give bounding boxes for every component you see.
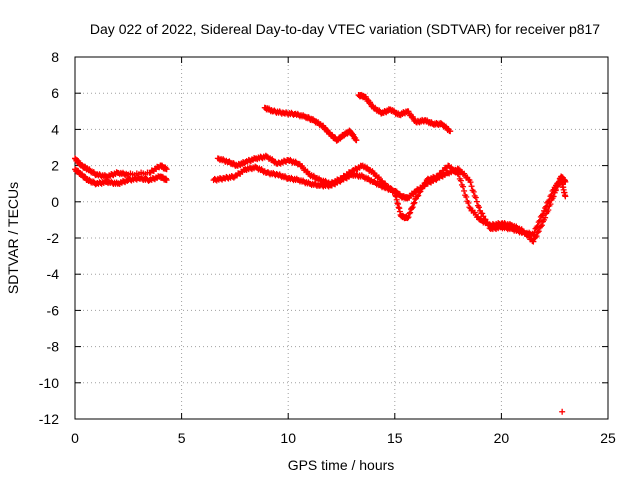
data-point — [479, 210, 486, 217]
data-point — [457, 177, 464, 184]
data-point — [532, 234, 539, 241]
data-point — [536, 217, 543, 224]
data-point — [163, 177, 170, 184]
chart-title: Day 022 of 2022, Sidereal Day-to-day VTE… — [90, 21, 600, 37]
data-point — [470, 188, 477, 195]
data-point — [473, 198, 480, 205]
data-point — [550, 193, 557, 200]
data-points — [72, 91, 569, 415]
data-point — [463, 193, 470, 200]
data-point — [405, 214, 412, 221]
data-point — [419, 184, 426, 191]
data-point — [421, 180, 428, 187]
data-point — [562, 193, 569, 200]
data-point — [461, 187, 468, 194]
data-point — [476, 204, 483, 211]
data-point — [411, 199, 418, 206]
y-tick-label: -6 — [47, 302, 60, 318]
y-tick-labels: -12 -10 -8 -6 -4 -2 0 2 4 6 8 — [39, 49, 59, 427]
data-point — [468, 183, 475, 190]
data-point — [416, 189, 423, 196]
y-tick-label: 8 — [51, 49, 59, 65]
x-tick-label: 15 — [387, 430, 403, 446]
data-point — [547, 201, 554, 208]
data-point — [406, 210, 413, 217]
data-point-outlier — [559, 408, 566, 415]
data-point — [534, 229, 541, 236]
data-point — [465, 199, 472, 206]
data-point — [415, 192, 422, 199]
data-point — [543, 203, 550, 210]
data-point — [460, 183, 467, 190]
data-point — [404, 215, 411, 222]
x-tick-labels: 0 5 10 15 20 25 — [71, 430, 616, 446]
y-axis-label: SDTVAR / TECUs — [5, 182, 21, 294]
x-tick-label: 10 — [280, 430, 296, 446]
x-tick-label: 5 — [178, 430, 186, 446]
y-tick-label: -8 — [47, 339, 60, 355]
y-tick-label: -4 — [47, 266, 60, 282]
data-point — [409, 204, 416, 211]
x-axis-label: GPS time / hours — [288, 457, 395, 473]
data-point — [414, 193, 421, 200]
data-point — [542, 214, 549, 221]
y-tick-label: 4 — [51, 121, 59, 137]
x-tick-label: 0 — [71, 430, 79, 446]
data-point — [538, 222, 545, 229]
data-point — [562, 178, 569, 185]
data-point — [466, 204, 473, 211]
data-point — [408, 205, 415, 212]
y-tick-label: -10 — [39, 375, 59, 391]
data-point — [530, 238, 537, 245]
data-point — [472, 194, 479, 201]
y-tick-label: 6 — [51, 85, 59, 101]
data-point — [545, 207, 552, 214]
data-point — [537, 223, 544, 230]
data-point — [480, 213, 487, 220]
data-point — [353, 137, 360, 144]
data-point — [455, 171, 462, 178]
x-tick-label: 20 — [494, 430, 510, 446]
data-point — [407, 209, 414, 216]
grid-lines — [75, 57, 608, 419]
data-point — [370, 169, 377, 176]
y-tick-label: -12 — [39, 411, 59, 427]
data-point — [163, 166, 170, 173]
data-point — [410, 200, 417, 207]
data-point — [454, 170, 461, 177]
data-point — [420, 183, 427, 190]
data-point — [533, 233, 540, 240]
data-point — [535, 228, 542, 235]
y-tick-label: -2 — [47, 230, 60, 246]
y-tick-label: 0 — [51, 194, 59, 210]
data-point — [519, 227, 526, 234]
data-point — [539, 211, 546, 218]
y-tick-label: 2 — [51, 158, 59, 174]
x-tick-label: 25 — [600, 430, 616, 446]
data-point — [467, 179, 474, 186]
data-point — [417, 188, 424, 195]
axis-ticks — [74, 56, 609, 420]
data-point — [447, 128, 454, 135]
